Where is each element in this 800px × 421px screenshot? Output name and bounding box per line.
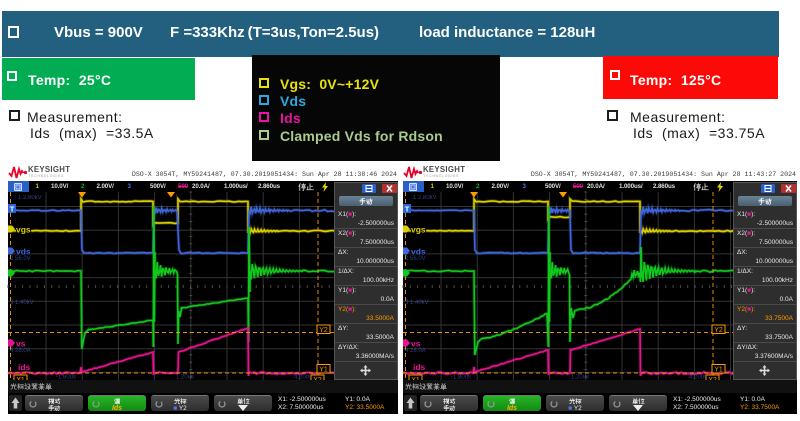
svg-text:T: T — [10, 205, 15, 214]
svg-text:vds: vds — [16, 247, 31, 257]
svg-text:2 56.0V: 2 56.0V — [10, 256, 31, 262]
svg-text:1.20us: 1.20us — [176, 375, 194, 381]
svg-text:Y1: Y1 — [714, 366, 723, 373]
svg-text:Y2: Y2 — [714, 327, 723, 334]
svg-text:ids: ids — [18, 362, 31, 372]
svg-text:vs: vs — [411, 339, 421, 349]
svg-text:Y2: Y2 — [319, 327, 328, 334]
svg-text:4 28.0A: 4 28.0A — [10, 348, 31, 354]
svg-text:Y1: Y1 — [319, 366, 328, 373]
svg-text:2 56.0V: 2 56.0V — [405, 256, 426, 262]
svg-text:vgs: vgs — [411, 225, 426, 235]
svg-text:4.20us: 4.20us — [294, 375, 312, 381]
svg-text:3 1.40kV: 3 1.40kV — [10, 300, 34, 306]
svg-text:4 28.0A: 4 28.0A — [405, 348, 426, 354]
svg-text:3 1.40kV: 3 1.40kV — [405, 300, 429, 306]
svg-text:4.20us: 4.20us — [689, 375, 707, 381]
svg-text:-1.80us: -1.80us — [56, 375, 76, 381]
svg-text:vds: vds — [411, 247, 426, 257]
svg-text:1.20us: 1.20us — [571, 375, 589, 381]
svg-text:T: T — [405, 205, 410, 214]
svg-text:-1.80us: -1.80us — [451, 375, 471, 381]
svg-text:vgs: vgs — [16, 225, 31, 235]
svg-text:ids: ids — [413, 362, 426, 372]
svg-text:1 2.80kV: 1 2.80kV — [413, 195, 437, 201]
svg-text:vs: vs — [16, 339, 26, 349]
svg-text:1 2.80kV: 1 2.80kV — [18, 195, 42, 201]
